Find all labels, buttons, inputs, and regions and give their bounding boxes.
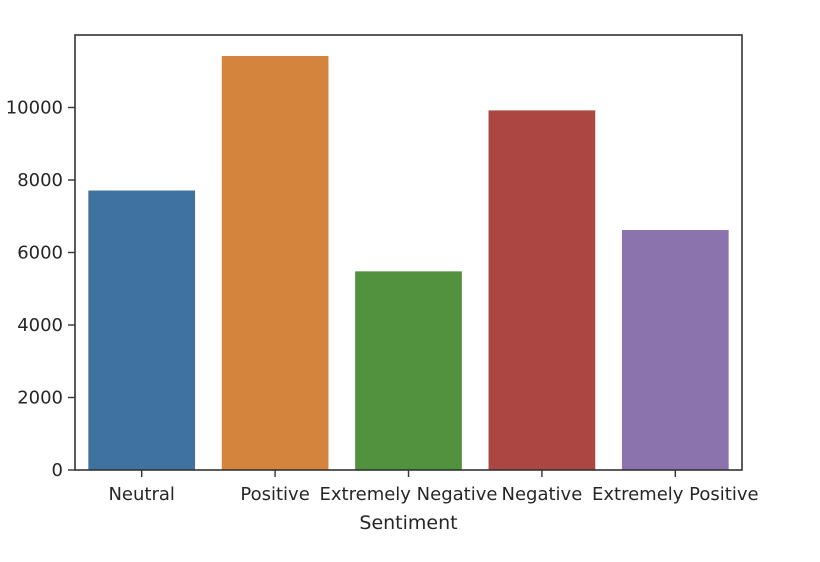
plot-frame [74,34,743,471]
bar-neutral [88,190,196,470]
x-axis-label: Sentiment [359,512,457,534]
y-tick-label: 10000 [6,98,63,119]
y-tick-label: 4000 [17,315,63,336]
y-axis: 0 2000 4000 6000 8000 10000 [6,98,75,481]
x-tick-label: Positive [240,484,309,505]
bar-positive [221,56,329,471]
bars-group [88,56,729,471]
bar-extremely-positive [621,230,729,470]
y-tick-label: 6000 [17,243,63,264]
y-tick-label: 0 [52,460,63,481]
x-axis: Neutral Positive Extremely Negative Negativ… [108,470,759,505]
x-tick-label: Extremely Positive [592,484,759,505]
x-tick-label: Neutral [108,484,174,505]
x-tick-label: Extremely Negative [320,484,498,505]
y-tick-label: 8000 [17,170,63,191]
bar-extremely-negative [355,271,462,470]
y-tick-label: 2000 [17,388,63,409]
x-tick-label: Negative [502,484,583,505]
bar-negative [488,110,596,471]
